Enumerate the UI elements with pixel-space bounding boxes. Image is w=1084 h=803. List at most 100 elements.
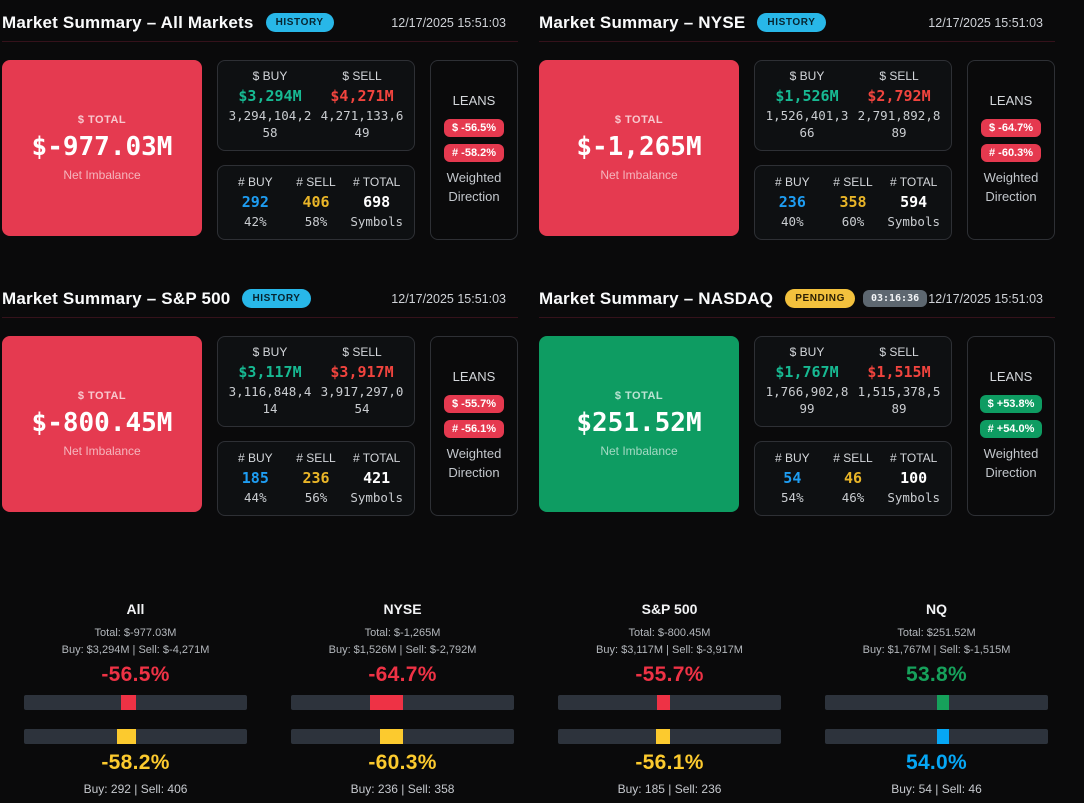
dollar-buy-value: $1,526M [775, 87, 839, 106]
count-total-cell: # TOTAL 698 Symbols [349, 175, 404, 231]
dollar-sell-label: $ SELL [342, 69, 382, 84]
dollar-buy-label: $ BUY [789, 345, 825, 360]
dollar-buy-label: $ BUY [252, 345, 288, 360]
dollar-buy-value: $1,767M [775, 363, 839, 382]
count-total-label: # TOTAL [889, 174, 938, 189]
stats-column: $ BUY $3,294M 3,294,104,258 $ SELL $4,27… [217, 60, 415, 240]
dollar-buy-full-value: 3,116,848,414 [228, 384, 312, 417]
count-total-sub: Symbols [350, 213, 403, 229]
gauge-marker [379, 729, 403, 744]
market-name: All [126, 601, 145, 617]
count-total-cell: # TOTAL 100 Symbols [886, 451, 941, 507]
panel-nyse: Market Summary – NYSE HISTORY 12/17/2025… [539, 12, 1055, 240]
market-counts: Buy: 236 | Sell: 358 [350, 782, 455, 796]
total-sublabel: Net Imbalance [63, 168, 141, 182]
symbol-count-box: # BUY 292 42% # SELL 406 58% # TOTAL 698… [217, 165, 415, 240]
total-value: $-1,265M [576, 132, 702, 162]
leans-title: LEANS [989, 369, 1033, 385]
count-lean-badge: # -58.2% [443, 144, 505, 163]
history-badge[interactable]: HISTORY [265, 13, 334, 32]
count-sell-value: 236 [302, 468, 330, 487]
panel-nasdaq: Market Summary – NASDAQ PENDING 03:16:36… [539, 288, 1055, 516]
count-sell-value: 406 [302, 192, 330, 211]
count-buy-cell: # BUY 54 54% [765, 451, 820, 507]
timestamp: 12/17/2025 15:51:03 [391, 291, 506, 306]
count-buy-value: 185 [241, 468, 269, 487]
dollar-lean-pct: 53.8% [905, 663, 968, 686]
total-value: $251.52M [576, 408, 702, 438]
dollar-buy-value: $3,117M [238, 363, 302, 382]
count-buy-pct: 40% [781, 213, 804, 229]
leans-footer: Weighted Direction [446, 170, 502, 204]
count-lean-gauge [825, 729, 1048, 744]
count-sell-label: # SELL [833, 450, 873, 465]
panel-header: Market Summary – S&P 500 HISTORY 12/17/2… [2, 288, 518, 318]
count-sell-cell: # SELL 406 58% [289, 175, 344, 231]
market-column-nq: NQ Total: $251.52M Buy: $1,767M | Sell: … [803, 601, 1070, 796]
market-column-sp500: S&P 500 Total: $-800.45M Buy: $3,117M | … [536, 601, 803, 796]
count-total-label: # TOTAL [352, 174, 401, 189]
gauge-marker [936, 729, 950, 744]
history-badge[interactable]: HISTORY [242, 289, 311, 308]
total-label: $ TOTAL [614, 114, 664, 126]
count-buy-value: 54 [783, 468, 802, 487]
count-buy-cell: # BUY 292 42% [228, 175, 283, 231]
count-lean-pct: -60.3% [368, 751, 437, 774]
countdown-timer-badge: 03:16:36 [862, 290, 928, 307]
leans-box: LEANS $ +53.8% # +54.0% Weighted Directi… [967, 336, 1055, 516]
dollar-buy-full-value: 1,766,902,899 [765, 384, 849, 417]
count-total-cell: # TOTAL 594 Symbols [886, 175, 941, 231]
total-sublabel: Net Imbalance [63, 444, 141, 458]
panel-body: $ TOTAL $-1,265M Net Imbalance $ BUY $1,… [539, 60, 1055, 240]
stats-column: $ BUY $1,767M 1,766,902,899 $ SELL $1,51… [754, 336, 952, 516]
history-badge[interactable]: HISTORY [757, 13, 826, 32]
dollar-sell-full-value: 4,271,133,649 [320, 108, 404, 141]
market-name: NYSE [383, 601, 422, 617]
market-counts: Buy: 185 | Sell: 236 [617, 782, 722, 796]
panel-body: $ TOTAL $-977.03M Net Imbalance $ BUY $3… [2, 60, 518, 240]
dollar-lean-gauge [558, 695, 781, 710]
count-total-value: 698 [363, 192, 391, 211]
gauge-marker [369, 695, 403, 710]
dollar-sell-cell: $ SELL $4,271M 4,271,133,649 [320, 69, 404, 142]
dollar-sell-full-value: 1,515,378,589 [857, 384, 941, 417]
dollar-lean-gauge [24, 695, 247, 710]
panel-all-markets: Market Summary – All Markets HISTORY 12/… [2, 12, 518, 240]
dollar-lean-badge: $ +53.8% [979, 395, 1043, 414]
leans-footer: Weighted Direction [446, 446, 502, 480]
dollar-lean-pct: -56.5% [101, 663, 170, 686]
gauge-marker [656, 695, 670, 710]
panel-title: Market Summary – NASDAQ [539, 288, 774, 308]
count-sell-label: # SELL [296, 174, 336, 189]
dollar-lean-gauge [291, 695, 514, 710]
dollar-lean-badge: $ -64.7% [980, 119, 1042, 138]
symbol-count-box: # BUY 236 40% # SELL 358 60% # TOTAL 594… [754, 165, 952, 240]
pending-badge[interactable]: PENDING [785, 289, 855, 308]
dollar-buy-label: $ BUY [252, 69, 288, 84]
timestamp: 12/17/2025 15:51:03 [928, 291, 1043, 306]
total-value: $-977.03M [31, 132, 173, 162]
leans-title: LEANS [452, 369, 496, 385]
count-lean-badge: # -60.3% [980, 144, 1042, 163]
market-name: S&P 500 [641, 601, 698, 617]
count-buy-label: # BUY [237, 450, 273, 465]
count-lean-pct: 54.0% [905, 751, 968, 774]
dollar-sell-label: $ SELL [879, 345, 919, 360]
stats-column: $ BUY $1,526M 1,526,401,366 $ SELL $2,79… [754, 60, 952, 240]
dollar-lean-pct: -55.7% [635, 663, 704, 686]
dollar-buy-full-value: 3,294,104,258 [228, 108, 312, 141]
dollar-buy-full-value: 1,526,401,366 [765, 108, 849, 141]
gauge-marker [936, 695, 950, 710]
market-buy-sell: Buy: $3,294M | Sell: $-4,271M [61, 644, 210, 656]
market-buy-sell: Buy: $1,526M | Sell: $-2,792M [328, 644, 477, 656]
count-sell-cell: # SELL 358 60% [826, 175, 881, 231]
dollar-flow-box: $ BUY $3,117M 3,116,848,414 $ SELL $3,91… [217, 336, 415, 428]
panel-body: $ TOTAL $251.52M Net Imbalance $ BUY $1,… [539, 336, 1055, 516]
total-value: $-800.45M [31, 408, 173, 438]
count-lean-pct: -56.1% [635, 751, 704, 774]
timestamp: 12/17/2025 15:51:03 [391, 15, 506, 30]
market-name: NQ [926, 601, 947, 617]
panel-body: $ TOTAL $-800.45M Net Imbalance $ BUY $3… [2, 336, 518, 516]
leans-box: LEANS $ -56.5% # -58.2% Weighted Directi… [430, 60, 518, 240]
count-total-value: 421 [363, 468, 391, 487]
